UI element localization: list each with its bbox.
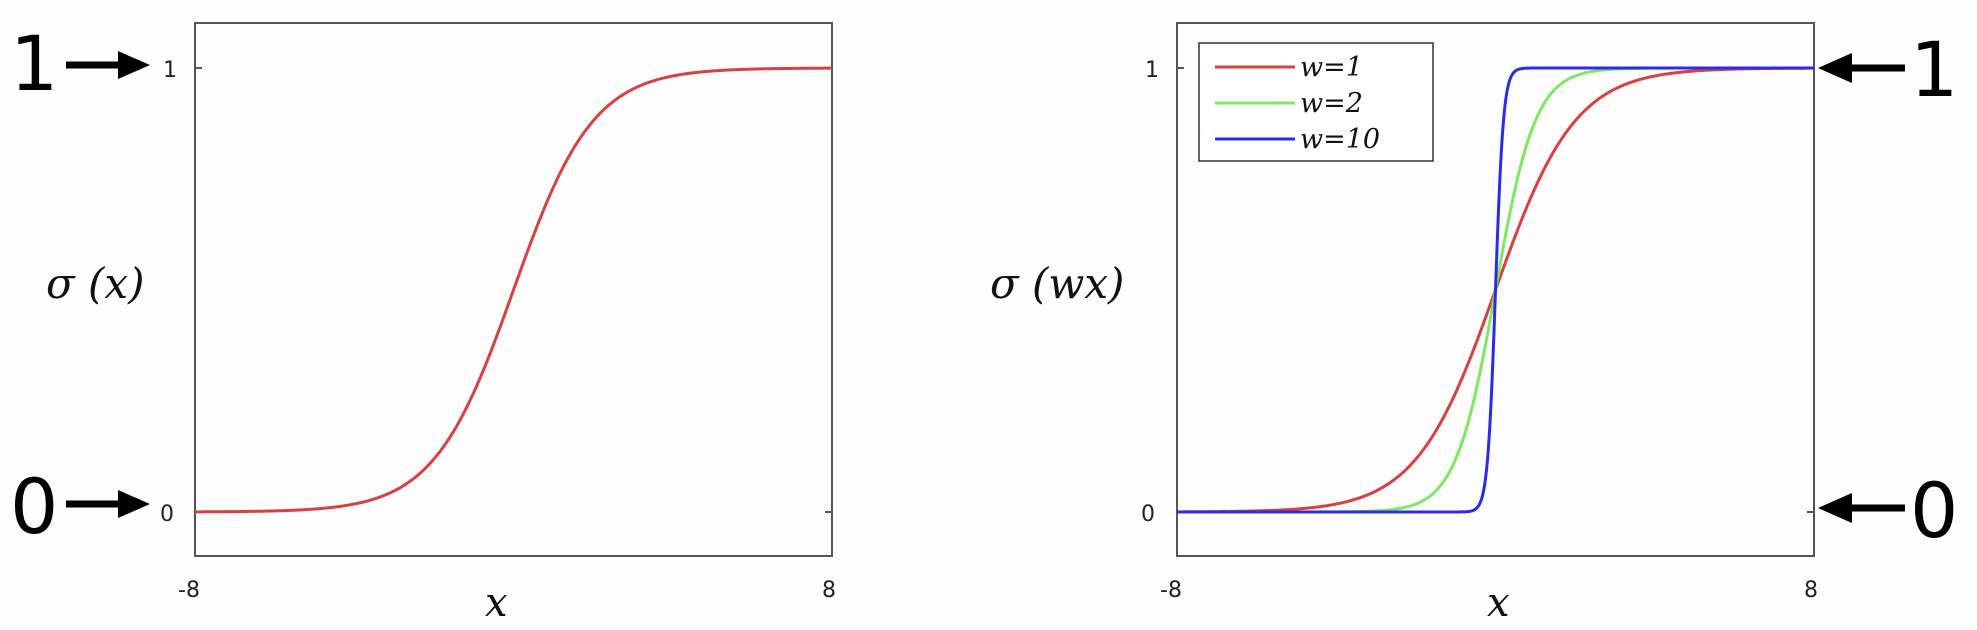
legend-entry-w2: w=2 [1300,88,1363,119]
legend-box [1198,42,1434,162]
y-tick-label-1: 1 [163,58,177,83]
arrow-right-top [66,51,150,79]
annotation-one: 1 [1910,25,1958,114]
x-tick-label-min: -8 [178,578,200,603]
chart-scaled-sigmoid: 1 0 -8 8 σ (wx) x w=1 w=2 w=10 1 0 [990,22,1958,626]
x-axis-label: x [1487,580,1510,626]
legend-entry-w10: w=10 [1300,124,1380,155]
legend: w=1 w=2 w=10 [1198,42,1434,162]
arrow-left-top [1818,53,1905,83]
y-axis-label: σ (wx) [990,259,1124,308]
annotation-one: 1 [10,19,58,108]
y-tick-label-1: 1 [1145,58,1159,83]
legend-entry-w1: w=1 [1300,52,1363,83]
x-tick-label-min: -8 [1160,578,1182,603]
arrow-right-bottom [66,490,150,518]
x-tick-label-max: 8 [1804,578,1818,603]
x-tick-label-max: 8 [822,578,836,603]
series-line-w10 [1177,66,1814,514]
plot-frame [194,22,833,557]
y-tick-label-0: 0 [1141,502,1155,527]
series-line-w1 [195,66,832,514]
x-axis-label: x [485,580,508,626]
arrow-left-bottom [1818,493,1905,523]
plot-frame [1176,22,1815,557]
y-tick-label-0: 0 [160,502,174,527]
annotation-zero: 0 [10,462,58,551]
annotation-zero: 0 [1910,466,1958,555]
y-axis-label: σ (x) [46,259,144,308]
chart-sigmoid: 1 0 -8 8 σ (x) x 1 0 [10,19,836,626]
